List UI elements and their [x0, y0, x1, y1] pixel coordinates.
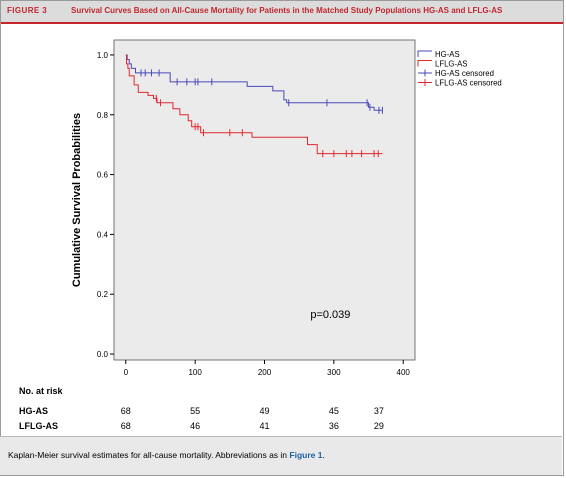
x-tick-label: 300 [327, 368, 341, 377]
figure-caption: Kaplan-Meier survival estimates for all-… [8, 450, 325, 460]
x-tick-label: 200 [258, 368, 272, 377]
x-tick-label: 100 [188, 368, 202, 377]
caption-text: Kaplan-Meier survival estimates for all-… [8, 450, 290, 460]
figure-1-link[interactable]: Figure 1 [289, 450, 323, 460]
figure-header: FIGURE 3 Survival Curves Based on All-Ca… [1, 1, 563, 24]
legend-entry: HG-AS [435, 50, 460, 59]
p-value-annotation: p=0.039 [310, 309, 350, 321]
survival-chart: 0.00.20.40.60.81.00100200300400Days Post… [71, 39, 502, 377]
legend-step [417, 50, 432, 57]
plot-area [113, 39, 416, 361]
risk-count: 29 [373, 421, 384, 431]
risk-count: 37 [373, 406, 384, 416]
risk-count: 49 [259, 406, 270, 416]
legend-step [417, 60, 432, 67]
risk-count: 41 [259, 421, 270, 431]
legend-entry: LFLG-AS [435, 60, 468, 69]
y-tick-label: 0.8 [97, 111, 109, 120]
figure-title: Survival Curves Based on All-Cause Morta… [71, 6, 503, 15]
legend-entry: LFLG-AS censored [435, 79, 502, 88]
survival-curve-0 [125, 54, 383, 111]
figure-label: FIGURE 3 [7, 6, 48, 15]
x-tick-label: 0 [124, 368, 129, 377]
y-tick-label: 0.6 [97, 171, 109, 180]
y-tick-label: 0.0 [97, 350, 109, 359]
y-axis-label: Cumulative Survival Probabilities [71, 113, 83, 287]
y-tick-label: 1.0 [97, 51, 109, 60]
legend-entry: HG-AS censored [435, 69, 494, 78]
caption-area: Kaplan-Meier survival estimates for all-… [0, 436, 562, 475]
risk-count: 55 [190, 406, 201, 416]
risk-row-label: HG-AS [19, 406, 48, 416]
y-tick-label: 0.4 [97, 230, 109, 239]
risk-count: 46 [190, 421, 201, 431]
risk-row-label: LFLG-AS [19, 421, 58, 431]
risk-count: 68 [120, 421, 131, 431]
caption-end: . [322, 450, 325, 460]
risk-count: 45 [328, 406, 339, 416]
y-tick-label: 0.2 [97, 290, 109, 299]
risk-count: 36 [328, 421, 339, 431]
survival-curve-1 [125, 54, 383, 155]
x-tick-label: 400 [397, 368, 411, 377]
risk-count: 68 [120, 406, 131, 416]
risk-table-header: No. at risk [19, 386, 63, 396]
